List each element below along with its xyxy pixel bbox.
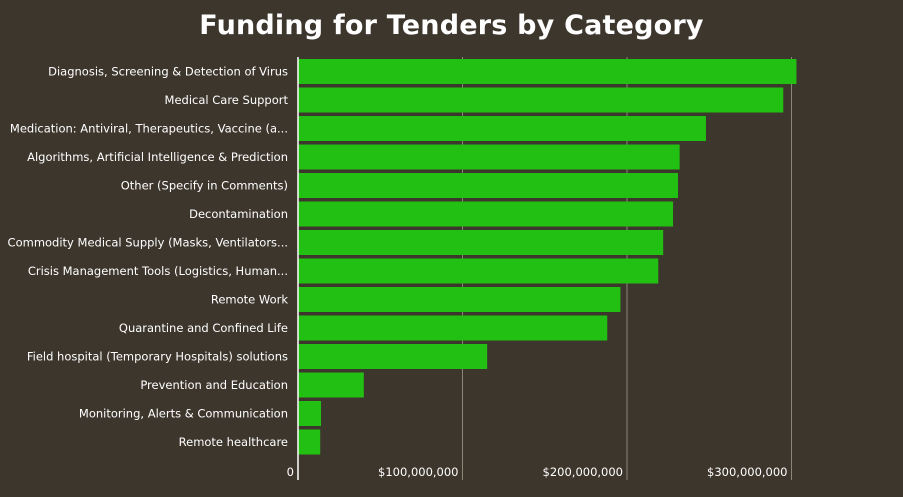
bar — [298, 287, 621, 312]
bar — [298, 116, 706, 141]
category-label: Field hospital (Temporary Hospitals) sol… — [27, 350, 288, 364]
category-labels: Diagnosis, Screening & Detection of Viru… — [8, 65, 289, 450]
category-label: Medication: Antiviral, Therapeutics, Vac… — [10, 122, 288, 136]
tick-labels: 0 $100,000,000 $200,000,000 $300,000,000 — [287, 465, 788, 479]
bar — [298, 173, 678, 198]
category-label: Monitoring, Alerts & Communication — [79, 407, 288, 421]
x-tick-label: $300,000,000 — [707, 465, 787, 479]
category-label: Crisis Management Tools (Logistics, Huma… — [28, 264, 288, 278]
bars — [298, 59, 797, 455]
category-label: Other (Specify in Comments) — [121, 179, 288, 193]
chart-title: Funding for Tenders by Category — [199, 10, 704, 41]
bar — [298, 315, 608, 341]
category-label: Decontamination — [189, 207, 288, 221]
bar — [298, 144, 680, 170]
x-tick-label: $200,000,000 — [543, 465, 623, 479]
bar — [298, 372, 364, 398]
bar — [298, 230, 664, 255]
bar — [298, 59, 797, 84]
x-tick-label: 0 — [287, 465, 294, 479]
bar — [298, 401, 322, 426]
x-tick-label: $100,000,000 — [378, 465, 458, 479]
category-label: Remote healthcare — [179, 435, 288, 449]
category-label: Prevention and Education — [140, 378, 288, 392]
category-label: Quarantine and Confined Life — [119, 321, 288, 335]
category-label: Algorithms, Artificial Intelligence & Pr… — [27, 150, 288, 164]
category-label: Commodity Medical Supply (Masks, Ventila… — [8, 236, 288, 250]
category-label: Diagnosis, Screening & Detection of Viru… — [48, 65, 288, 79]
bar — [298, 258, 659, 284]
bar — [298, 87, 784, 113]
category-label: Medical Care Support — [165, 93, 289, 107]
bar — [298, 201, 674, 227]
bar — [298, 429, 321, 455]
category-label: Remote Work — [211, 293, 288, 307]
bar — [298, 344, 488, 369]
